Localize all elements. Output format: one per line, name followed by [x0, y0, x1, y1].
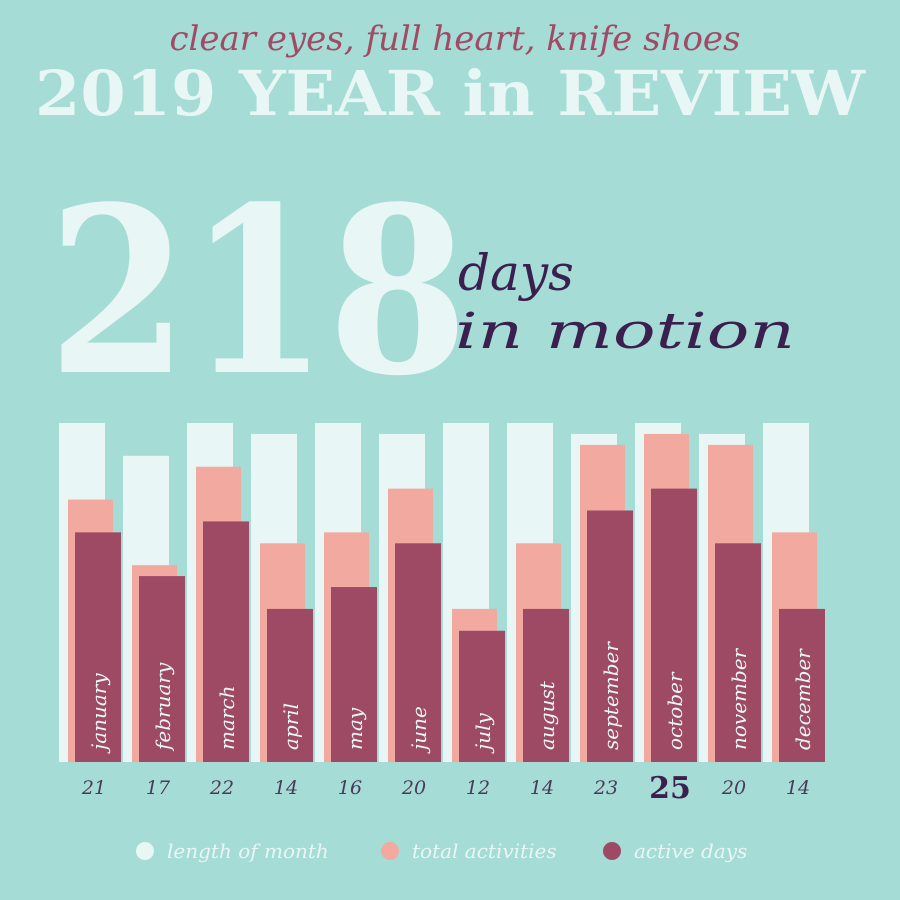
legend-label: active days — [634, 839, 747, 863]
legend-marker — [603, 842, 621, 860]
value-label: 22 — [209, 777, 234, 799]
value-label: 21 — [81, 777, 106, 799]
value-label: 25 — [649, 771, 691, 806]
bar — [459, 630, 505, 762]
x-tick-label: october — [663, 671, 687, 750]
legend-label: length of month — [167, 839, 329, 863]
x-tick-label: april — [279, 703, 303, 750]
x-tick-label: november — [727, 647, 751, 750]
value-label: 12 — [466, 777, 490, 799]
bar — [139, 576, 185, 762]
x-tick-label: december — [791, 648, 815, 750]
headline-line1: days — [458, 244, 574, 302]
x-tick-label: february — [151, 662, 175, 752]
bar — [75, 532, 121, 762]
legend-marker — [136, 842, 154, 860]
bar — [779, 608, 825, 762]
x-tick-label: may — [343, 707, 367, 750]
bar — [267, 608, 313, 762]
legend-marker — [381, 842, 399, 860]
subtitle: clear eyes, full heart, knife shoes — [169, 19, 740, 59]
x-tick-label: july — [471, 713, 495, 754]
bar — [651, 488, 697, 762]
value-label: 20 — [721, 777, 746, 799]
value-label: 17 — [146, 777, 171, 799]
bar — [523, 608, 569, 762]
headline-number: 218 — [48, 157, 468, 427]
value-label: 23 — [593, 777, 618, 799]
x-tick-label: august — [535, 680, 559, 750]
headline-line2: in motion — [455, 302, 795, 360]
value-label: 20 — [401, 777, 426, 799]
value-label: 14 — [530, 777, 554, 799]
x-tick-label: september — [599, 641, 623, 750]
legend-label: total activities — [412, 839, 557, 863]
bar — [203, 521, 249, 762]
x-tick-label: june — [407, 706, 431, 754]
bar — [395, 543, 441, 762]
value-label: 14 — [274, 777, 298, 799]
value-label: 14 — [786, 777, 810, 799]
bar — [715, 543, 761, 762]
x-tick-label: march — [215, 685, 239, 750]
x-tick-label: january — [87, 673, 111, 754]
value-label: 16 — [338, 777, 362, 799]
bar — [587, 510, 633, 762]
chart-title: 2019 YEAR in REVIEW — [35, 57, 866, 130]
bar — [331, 587, 377, 762]
